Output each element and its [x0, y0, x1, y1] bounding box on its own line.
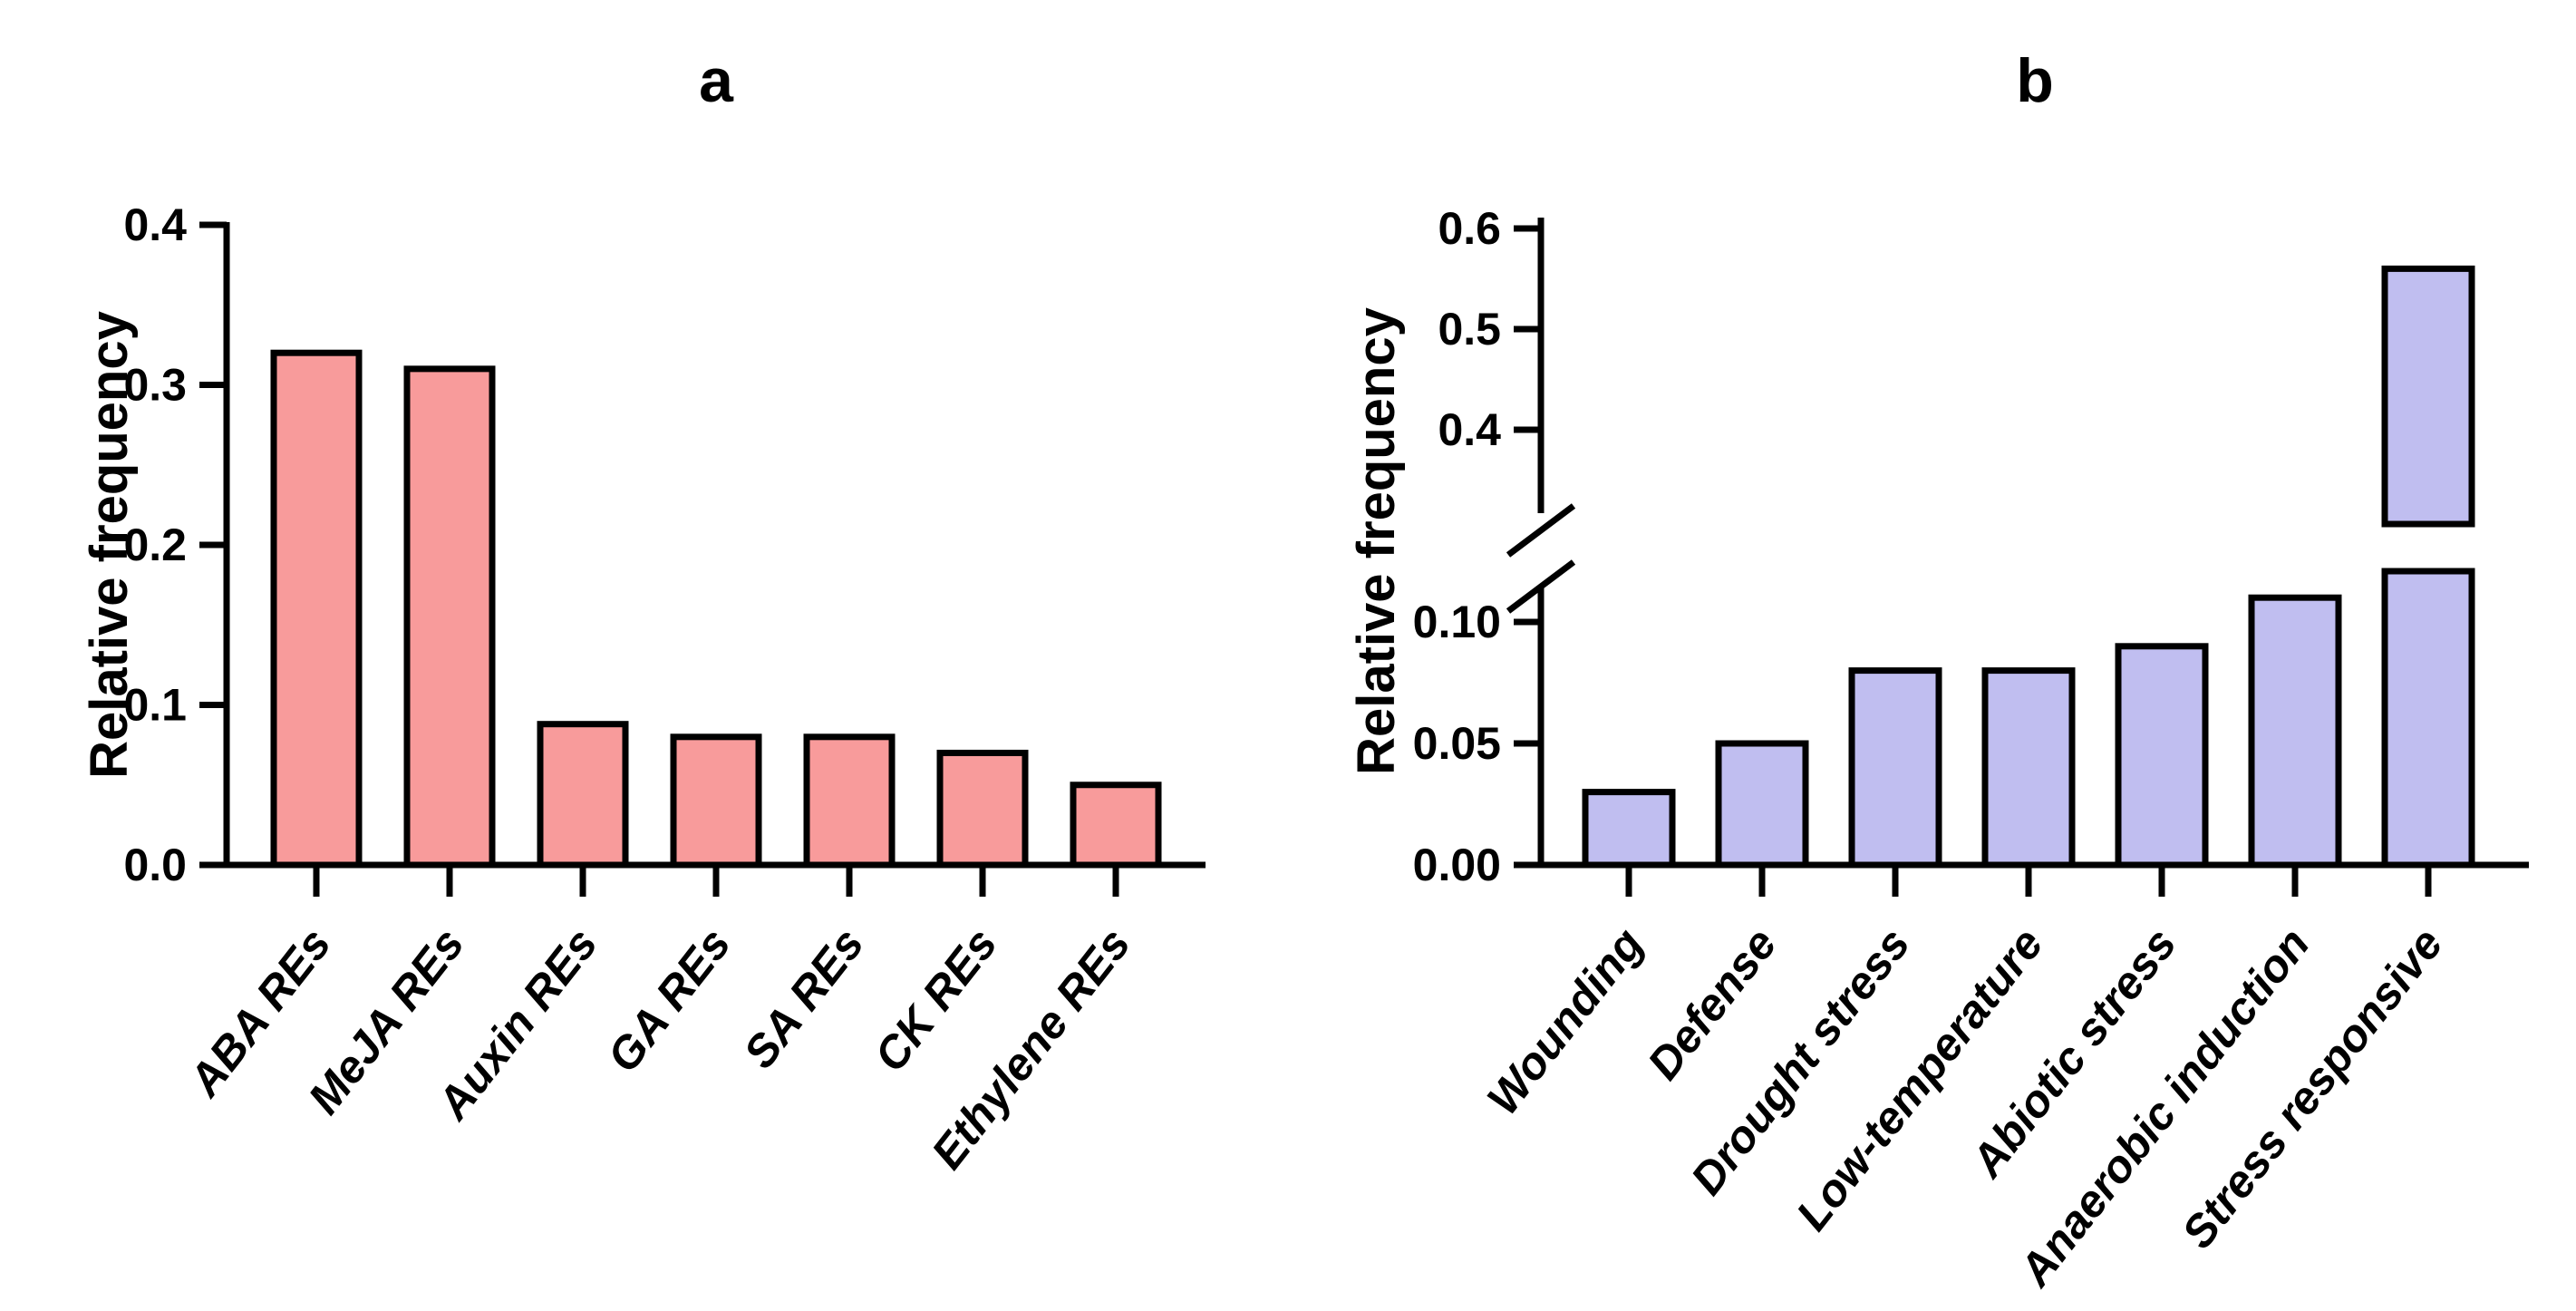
- bar-wounding: [1582, 789, 1676, 869]
- panel-a-title: a: [699, 46, 734, 115]
- bar-ga-res: [670, 733, 762, 869]
- y-tick-label-b-0.05: 0.05: [1413, 718, 1501, 769]
- bar-aba-res: [270, 349, 363, 869]
- bar-ck-res: [936, 749, 1029, 869]
- x-category-label-sa-res: SA REs: [733, 918, 873, 1077]
- bar-anaerobic-induction: [2248, 594, 2342, 869]
- y-tick-label-a-0.4: 0.4: [123, 199, 187, 250]
- axis-break-slash-upper: [1506, 503, 1576, 558]
- y-tick-label-a-0.2: 0.2: [123, 520, 187, 570]
- y-tick-label-b-0.6: 0.6: [1438, 203, 1501, 254]
- x-category-label-defense: Defense: [1638, 918, 1787, 1089]
- y-axis-title-b: Relative frequency: [1347, 307, 1406, 775]
- bar-abiotic-stress: [2115, 643, 2209, 869]
- x-category-label-wounding: Wounding: [1477, 918, 1653, 1123]
- y-tick-label-a-0.1: 0.1: [123, 680, 187, 731]
- y-axis-title-a: Relative frequency: [80, 311, 139, 779]
- y-tick-label-a-0.0: 0.0: [123, 840, 187, 890]
- x-category-label-stress-responsive: Stress responsive: [2172, 918, 2452, 1258]
- y-tick-label-b-0.10: 0.10: [1413, 597, 1501, 647]
- y-tick-label-b-0.5: 0.5: [1438, 304, 1501, 354]
- x-category-label-ga-res: GA REs: [597, 918, 741, 1082]
- y-tick-label-b-0.4: 0.4: [1438, 404, 1501, 455]
- x-category-label-ck-res: CK REs: [865, 918, 1007, 1081]
- bar-auxin-res: [537, 721, 629, 869]
- bar-low-temperature: [1981, 667, 2076, 869]
- bar-meja-res: [403, 365, 496, 869]
- panel-b: b Relative frequency 0.4 0.5 0.6 0.00 0.05 0.10…: [1347, 46, 2529, 1296]
- x-category-label-low-temperature: Low-temperature: [1787, 918, 2053, 1239]
- bar-defense: [1715, 740, 1809, 869]
- bar-stress-responsive-lower-piece: [2381, 568, 2475, 869]
- y-tick-label-b-0.00: 0.00: [1413, 840, 1501, 890]
- bar-drought-stress: [1848, 667, 1942, 869]
- axis-break-slash-lower: [1506, 559, 1576, 614]
- bar-sa-res: [803, 733, 896, 869]
- bar-stress-responsive-upper-piece: [2381, 265, 2475, 528]
- panel-b-title: b: [2016, 46, 2054, 115]
- bar-ethylene-res: [1070, 782, 1162, 869]
- y-tick-label-a-0.3: 0.3: [123, 360, 187, 411]
